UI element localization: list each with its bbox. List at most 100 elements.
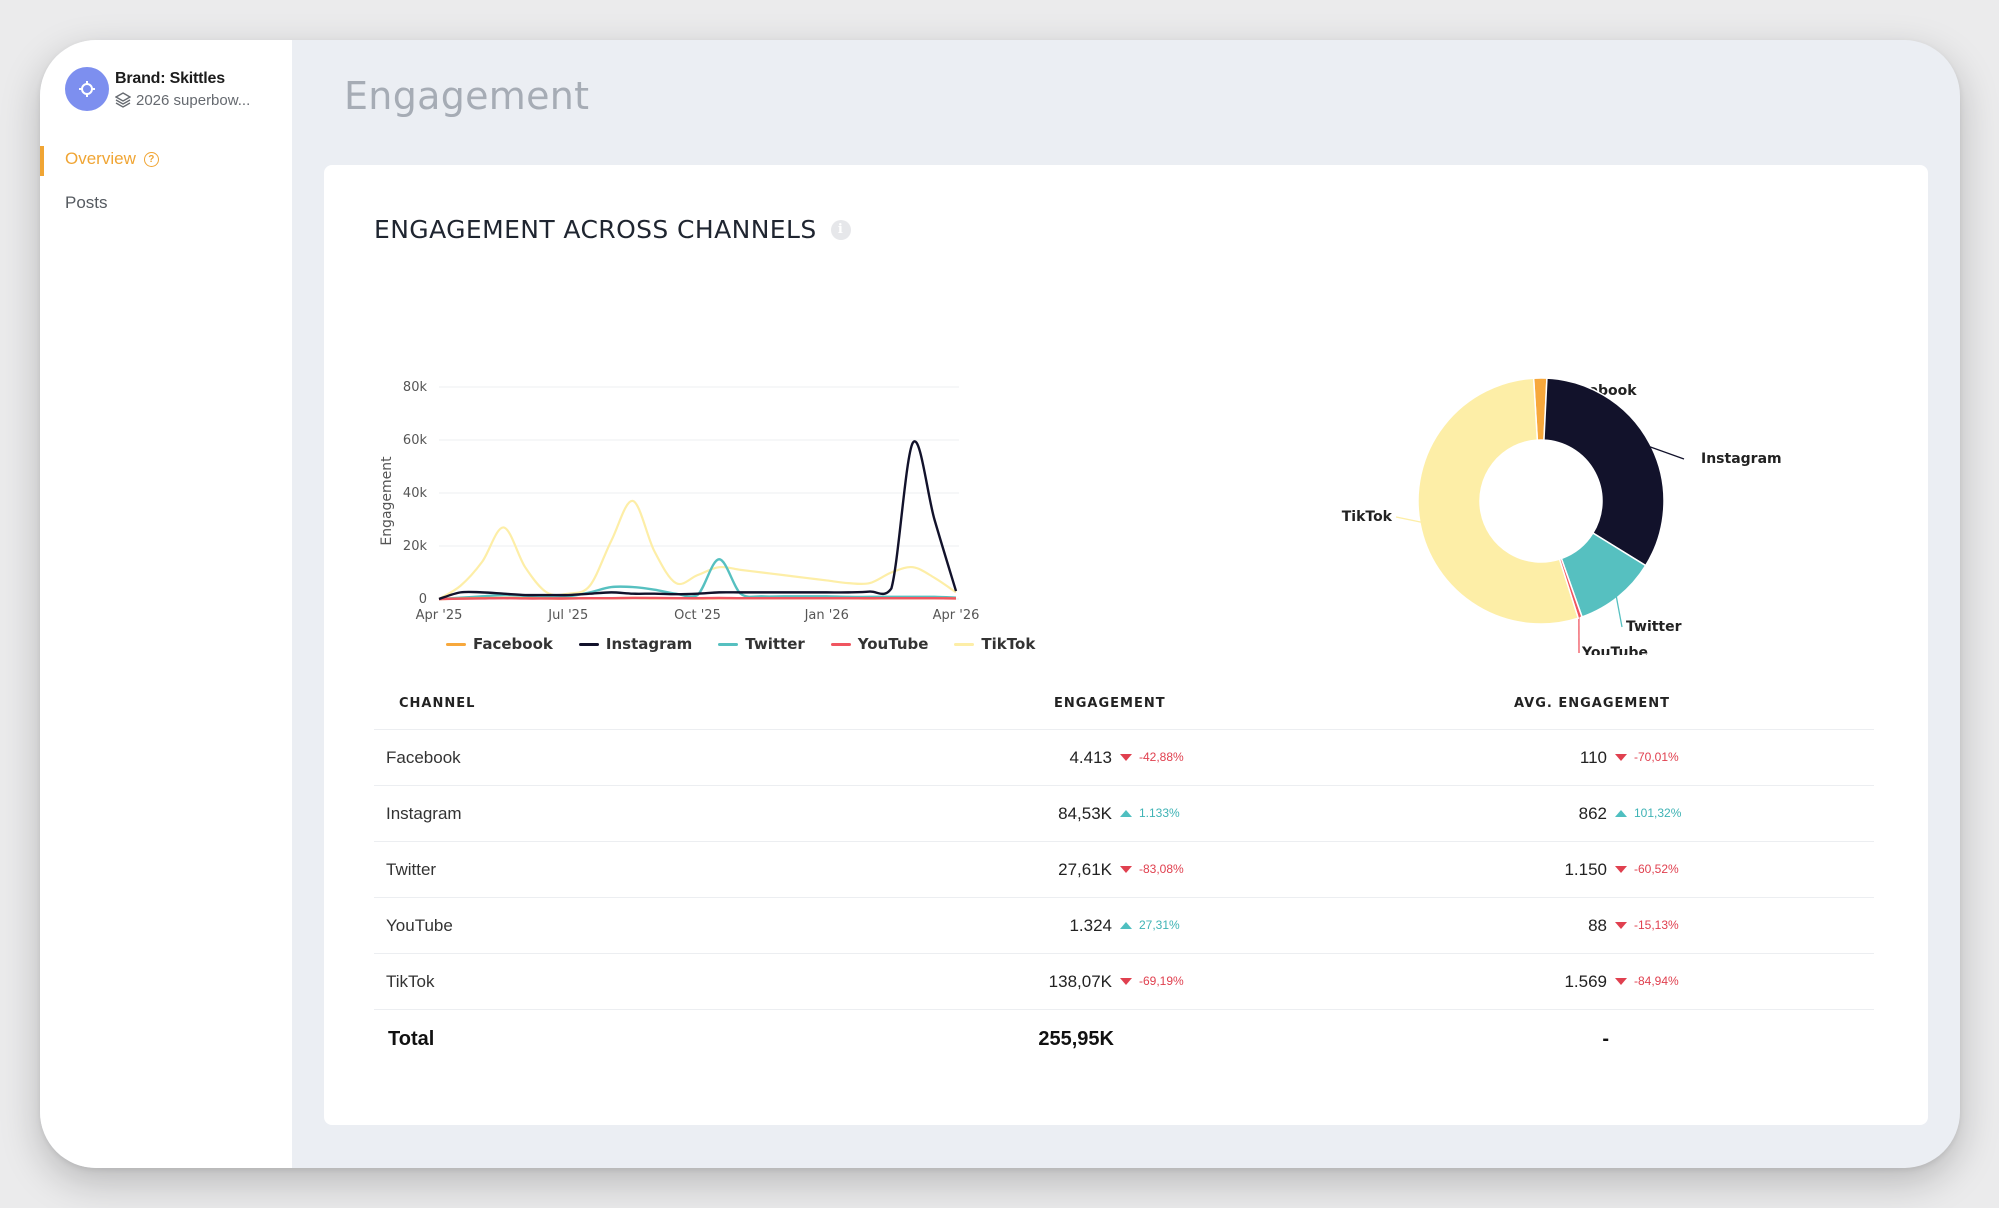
help-icon[interactable]: ? (143, 151, 159, 167)
avg-engagement-value: 1.569 (1564, 972, 1607, 991)
sidebar-item-posts[interactable]: Posts (65, 193, 108, 213)
trend-down-icon (1615, 921, 1627, 929)
x-tick-label: Apr '25 (416, 608, 463, 623)
channel-name: Facebook (386, 748, 461, 767)
avg-engagement-value: 88 (1588, 916, 1607, 935)
legend-swatch (830, 642, 851, 646)
active-indicator (40, 146, 44, 176)
channel-name: Instagram (386, 804, 462, 823)
donut-label-youtube: YouTube (1581, 645, 1648, 655)
legend-item-facebook[interactable]: Facebook (446, 635, 553, 653)
trend-down-icon (1120, 977, 1132, 985)
table-row[interactable]: YouTube 1.324 27,31% 88 -15,13% (374, 898, 1874, 954)
trend-up-icon (1615, 809, 1627, 817)
x-tick-label: Oct '25 (674, 608, 721, 623)
avg-engagement-change: -84,94% (1615, 974, 1679, 988)
donut-label-instagram: Instagram (1701, 451, 1782, 467)
table-row[interactable]: TikTok 138,07K -69,19% 1.569 -84,94% (374, 954, 1874, 1010)
trend-down-icon (1120, 753, 1132, 761)
legend-swatch (954, 642, 975, 646)
series-line-instagram[interactable] (438, 440, 958, 601)
engagement-change: -42,88% (1120, 750, 1184, 764)
chart-legend: Facebook Instagram Twitter YouTube TikTok (446, 635, 1035, 653)
sidebar-item-label: Overview (65, 149, 136, 168)
avg-engagement-change: -15,13% (1615, 918, 1679, 932)
engagement-line-chart: 0 20k 40k 60k 80k Apr '25 Jul '25 Oct '25 Jan '2… (379, 380, 980, 623)
channel-name: TikTok (386, 972, 435, 991)
x-tick-label: Jul '25 (547, 608, 588, 623)
legend-item-instagram[interactable]: Instagram (578, 635, 692, 653)
avg-engagement-change: 101,32% (1615, 806, 1681, 820)
legend-swatch (718, 642, 739, 646)
engagement-change: 27,31% (1120, 918, 1180, 932)
brand-name: Brand: Skittles (115, 69, 225, 87)
y-tick-label: 40k (403, 486, 428, 501)
channel-name: YouTube (386, 916, 453, 935)
engagement-value: 4.413 (1069, 748, 1112, 767)
column-header-avg-engagement: AVG. ENGAGEMENT (1514, 696, 1670, 711)
total-engagement: 255,95K (1038, 1028, 1114, 1050)
column-header-channel: CHANNEL (399, 696, 476, 711)
series-line-tiktok[interactable] (438, 499, 957, 600)
y-tick-label: 0 (419, 592, 427, 607)
table-row[interactable]: Facebook 4.413 -42,88% 110 -70,01% (374, 730, 1874, 786)
donut-slice-instagram[interactable] (1543, 377, 1665, 567)
target-icon (79, 81, 95, 97)
legend-swatch (578, 642, 599, 646)
trend-up-icon (1120, 921, 1132, 929)
layers-icon (115, 92, 131, 108)
app-window: Brand: Skittles 2026 superbow... Overvie… (40, 40, 1960, 1168)
y-tick-label: 80k (403, 380, 428, 395)
connector-line (1615, 593, 1623, 628)
campaign-name: 2026 superbow... (136, 91, 251, 109)
table-row[interactable]: Twitter 27,61K -83,08% 1.150 -60,52% (374, 842, 1874, 898)
engagement-value: 84,53K (1058, 804, 1112, 823)
engagement-value: 27,61K (1058, 860, 1112, 879)
legend-item-youtube[interactable]: YouTube (830, 635, 928, 653)
info-icon[interactable]: i (830, 219, 851, 240)
connector-line (1539, 381, 1545, 394)
trend-down-icon (1615, 865, 1627, 873)
table-header: CHANNEL ENGAGEMENT AVG. ENGAGEMENT (374, 685, 1874, 730)
avg-engagement-change: -60,52% (1615, 862, 1679, 876)
total-row: Total 255,95K - (374, 1010, 1874, 1070)
legend-item-tiktok[interactable]: TikTok (954, 635, 1035, 653)
avg-engagement-change: -70,01% (1615, 750, 1679, 764)
engagement-change: -69,19% (1120, 974, 1184, 988)
channel-name: Twitter (386, 860, 437, 879)
legend-item-twitter[interactable]: Twitter (718, 635, 805, 653)
y-tick-label: 60k (403, 433, 428, 448)
y-tick-label: 20k (403, 539, 428, 554)
trend-down-icon (1615, 977, 1627, 985)
x-tick-label: Apr '26 (933, 608, 980, 623)
legend-swatch (446, 642, 466, 646)
connector-line (1646, 444, 1685, 460)
table-row[interactable]: Instagram 84,53K 1.133% 862 101,32% (374, 786, 1874, 842)
engagement-value: 138,07K (1048, 972, 1112, 991)
trend-down-icon (1615, 753, 1627, 761)
connector-line (1395, 516, 1425, 524)
donut-label-twitter: Twitter (1626, 619, 1682, 635)
legend-label: Twitter (745, 635, 805, 653)
total-avg-engagement: - (1602, 1028, 1609, 1050)
sidebar: Brand: Skittles 2026 superbow... Overvie… (40, 40, 292, 1168)
avg-engagement-value: 1.150 (1564, 860, 1607, 879)
brand-header[interactable]: Brand: Skittles 2026 superbow... (65, 67, 250, 111)
sidebar-item-overview[interactable]: Overview ? (65, 149, 159, 169)
brand-avatar (65, 67, 109, 111)
card-title: ENGAGEMENT ACROSS CHANNELS i (374, 215, 851, 244)
engagement-card: ENGAGEMENT ACROSS CHANNELS i 0 20k 40k 60k 8… (324, 165, 1928, 1125)
series-line-youtube[interactable] (438, 596, 957, 601)
avg-engagement-value: 862 (1578, 804, 1607, 823)
engagement-change: -83,08% (1120, 862, 1184, 876)
legend-label: Facebook (473, 635, 553, 653)
card-title-text: ENGAGEMENT ACROSS CHANNELS (374, 215, 817, 244)
total-label: Total (388, 1028, 435, 1050)
engagement-change: 1.133% (1120, 806, 1180, 820)
trend-down-icon (1120, 865, 1132, 873)
donut-label-tiktok: TikTok (1342, 509, 1393, 525)
trend-up-icon (1120, 809, 1132, 817)
sidebar-item-label: Posts (65, 193, 108, 212)
donut-slice-tiktok[interactable] (1417, 377, 1580, 625)
